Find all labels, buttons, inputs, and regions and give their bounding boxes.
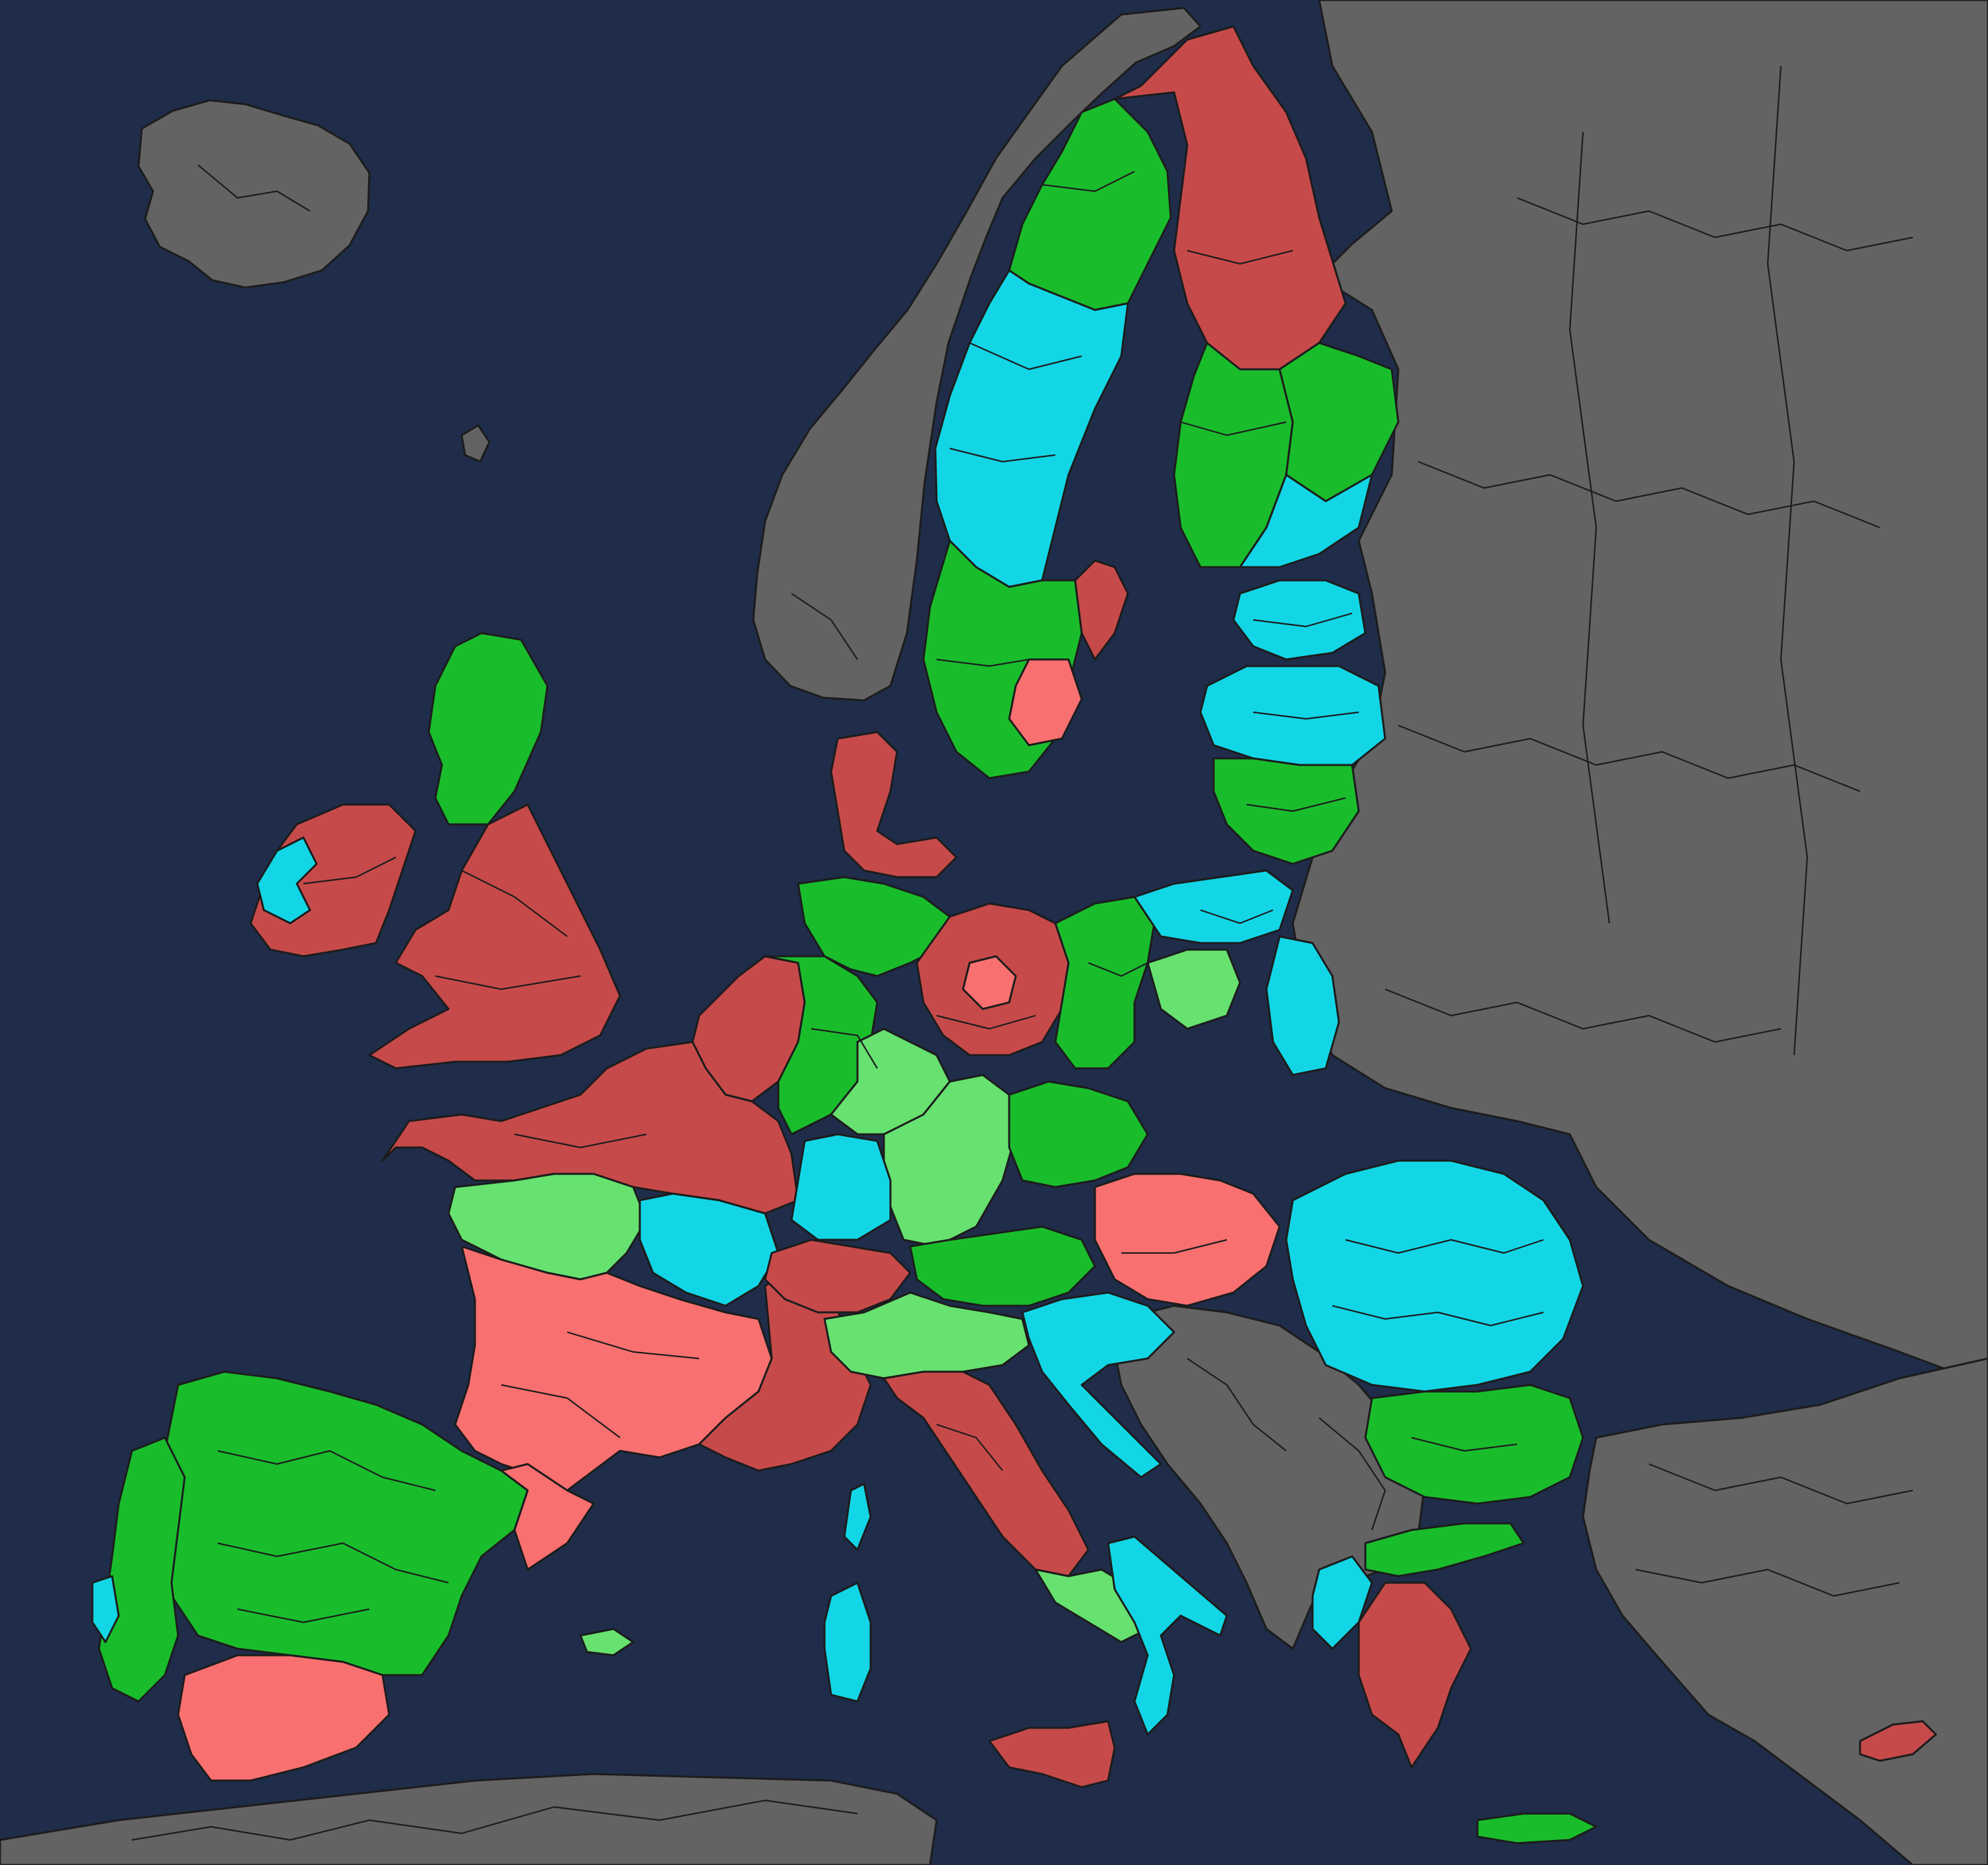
region-romania xyxy=(1285,1159,1584,1393)
region-switzerland xyxy=(764,1238,912,1314)
region-greece-north xyxy=(1364,1522,1525,1577)
region-svalbard-faroe-islands xyxy=(460,424,491,463)
region-sweden-stockholm xyxy=(1074,559,1129,661)
region-france-centre xyxy=(638,1192,780,1307)
region-corsica-sardinia xyxy=(823,1483,872,1703)
region-north-africa xyxy=(0,1773,938,1865)
region-sweden-southeast xyxy=(1008,658,1083,747)
region-sicily xyxy=(988,1720,1116,1789)
region-italy-central xyxy=(883,1370,1090,1577)
region-crete xyxy=(1476,1812,1598,1845)
internal-borders xyxy=(131,65,1913,1841)
region-balearic-islands xyxy=(579,1628,635,1657)
region-italy-calabria-puglia xyxy=(1107,1535,1228,1736)
region-germany-berlin xyxy=(962,955,1017,1010)
region-italy-north xyxy=(823,1291,1030,1380)
region-slovenia-croatia xyxy=(1021,1291,1175,1479)
region-denmark xyxy=(830,731,958,878)
region-portugal xyxy=(98,1436,186,1703)
region-estonia xyxy=(1232,579,1367,661)
region-finland-southeast xyxy=(1239,474,1373,568)
region-iceland xyxy=(137,99,371,289)
region-spain-catalonia xyxy=(500,1463,595,1571)
region-cyprus xyxy=(1859,1720,1937,1762)
region-slovakia-hungary xyxy=(1094,1173,1281,1307)
region-germany-badenwurttemberg xyxy=(790,1133,892,1241)
region-poland-north xyxy=(1133,869,1294,944)
region-latvia xyxy=(1199,665,1386,766)
region-ireland-west xyxy=(256,836,318,925)
region-czechia xyxy=(1008,1080,1149,1188)
region-finland-east xyxy=(1278,342,1400,503)
region-poland-east xyxy=(1265,935,1340,1076)
region-spain-andalusia xyxy=(177,1654,390,1782)
region-lithuania xyxy=(1212,757,1360,865)
region-greece-west xyxy=(1311,1555,1373,1650)
region-germany-west xyxy=(764,955,879,1136)
region-bulgaria xyxy=(1364,1384,1584,1505)
region-poland-central xyxy=(1146,948,1241,1030)
region-portugal-coast xyxy=(91,1575,120,1643)
region-austria xyxy=(909,1225,1096,1307)
region-england-wales xyxy=(368,803,621,1070)
region-greece-south xyxy=(1357,1581,1472,1769)
